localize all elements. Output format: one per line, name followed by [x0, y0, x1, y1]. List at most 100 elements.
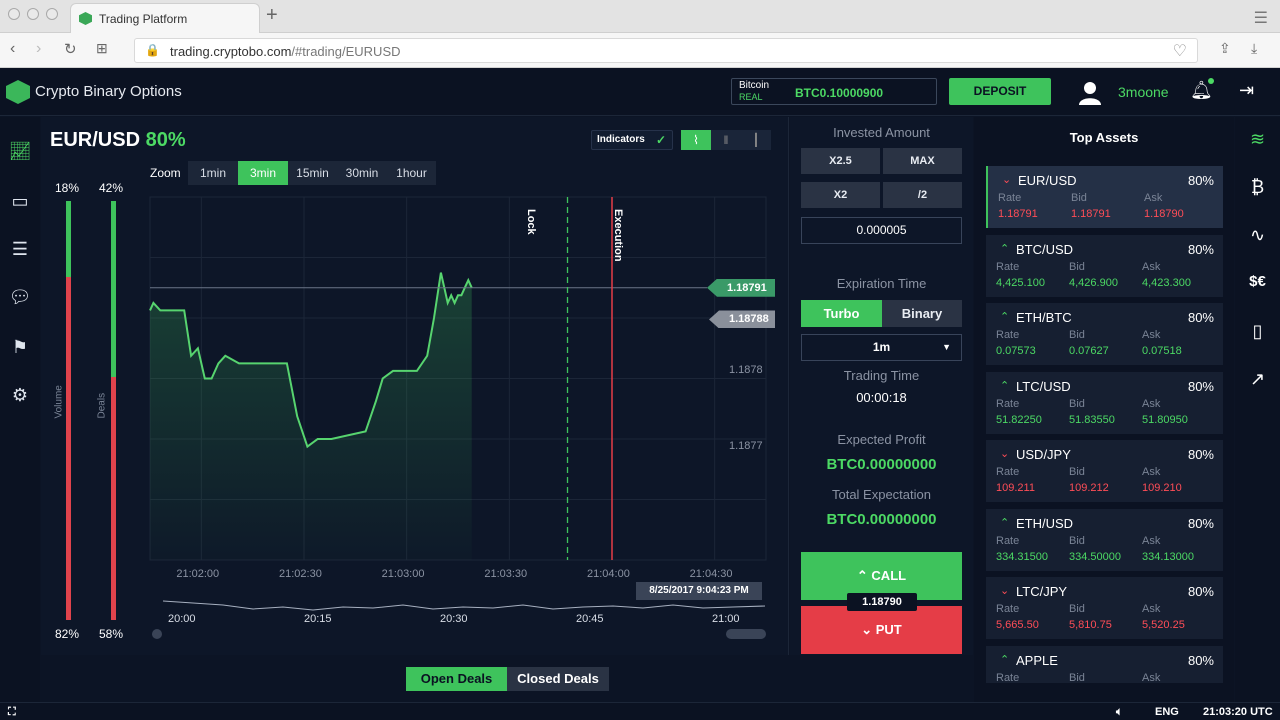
asset-rate: 334.31500	[996, 550, 1048, 563]
settings-gear-icon[interactable]: ⚙	[11, 385, 29, 405]
asset-row[interactable]: ⌃ BTC/USD 80% Rate Bid Ask 4,425.100 4,426.900 4…	[986, 234, 1223, 297]
open-deals-tab[interactable]: Open Deals	[406, 667, 507, 691]
chevron-down-icon: ⌄	[1000, 585, 1010, 597]
rate-label: Rate	[998, 192, 1022, 204]
turbo-toggle[interactable]: Turbo	[801, 300, 882, 327]
trading-chart-icon[interactable]: 📈︎	[8, 141, 32, 161]
top-assets-panel: Top Assets ⌄ EUR/USD 80% Rate Bid Ask 1.18791 1…	[974, 117, 1234, 702]
invested-amount-label: Invested Amount	[833, 125, 930, 140]
credit-card-icon[interactable]: ▭	[11, 191, 29, 211]
bar-chart-icon[interactable]: ǁ	[711, 130, 741, 150]
navigator-scroll-thumb[interactable]	[726, 629, 766, 639]
multiply-2-5-button[interactable]: X2.5	[801, 148, 880, 174]
trending-up-icon[interactable]: ↗	[1249, 369, 1266, 389]
zoom-3min-button[interactable]: 3min	[238, 161, 288, 185]
layers-icon[interactable]: ≋	[1249, 129, 1266, 149]
deposit-button[interactable]: DEPOSIT	[949, 78, 1051, 105]
browser-tab[interactable]: Trading Platform	[70, 3, 260, 33]
put-button[interactable]: ⌄ PUT	[801, 606, 962, 654]
wallet-currency: Bitcoin	[739, 80, 770, 91]
line-chart-icon[interactable]: ⌇	[681, 130, 711, 150]
trading-time-label: Trading Time	[843, 368, 920, 383]
time-navigator[interactable]	[163, 595, 765, 623]
closed-deals-tab[interactable]: Closed Deals	[507, 667, 609, 691]
notification-bell-icon[interactable]: 🔔︎	[1190, 80, 1213, 100]
sound-icon[interactable]: 🔈︎	[1116, 706, 1123, 718]
volume-up-percent: 18%	[55, 181, 80, 195]
duration-select[interactable]: 1m ▼	[801, 334, 962, 361]
bitcoin-icon[interactable]: ₿	[1250, 177, 1265, 197]
asset-row[interactable]: ⌄ LTC/JPY 80% Rate Bid Ask 5,665.50 5,810.75 5,5…	[986, 577, 1223, 639]
asset-row[interactable]: ⌄ EUR/USD 80% Rate Bid Ask 1.18791 1.18791 1.187…	[986, 166, 1223, 228]
asset-pair-title: EUR/USD 80%	[50, 129, 186, 151]
language-selector[interactable]: ENG	[1155, 706, 1179, 718]
candle-chart-icon[interactable]: ┃	[741, 130, 771, 150]
multiply-2-button[interactable]: X2	[801, 182, 880, 208]
back-icon[interactable]: ‹	[10, 40, 16, 57]
asset-bid: 4,426.900	[1069, 276, 1118, 289]
share-icon[interactable]: ⇪	[1219, 40, 1231, 56]
zoom-1hour-button[interactable]: 1hour	[387, 161, 436, 185]
expected-profit-value: BTC0.00000000	[826, 456, 937, 473]
currency-exchange-icon[interactable]: $€	[1249, 273, 1266, 290]
tab-title: Trading Platform	[99, 12, 188, 26]
asset-row[interactable]: ⌃ ETH/USD 80% Rate Bid Ask 334.31500 334.50000 3…	[986, 508, 1223, 571]
deals-up-bar	[111, 201, 116, 377]
asset-ask: 5,520.25	[1142, 619, 1185, 631]
chat-icon[interactable]: 💬︎	[8, 287, 32, 307]
asset-row[interactable]: ⌃ ETH/BTC 80% Rate Bid Ask 0.07573 0.07627 0.075…	[986, 303, 1223, 365]
reload-icon[interactable]: ↻	[64, 41, 77, 58]
fullscreen-icon[interactable]: ⛶	[8, 706, 16, 718]
asset-payout: 80%	[1187, 652, 1214, 668]
asset-row[interactable]: ⌃ LTC/USD 80% Rate Bid Ask 51.82250 51.83550 51.…	[986, 371, 1223, 434]
series-area	[150, 272, 472, 560]
indicators-button[interactable]: Indicators ✓	[591, 130, 673, 150]
ask-label: Ask	[1142, 260, 1161, 273]
chevron-up-icon: ⌃	[1000, 311, 1010, 323]
asset-name: ETH/USD	[1016, 515, 1074, 531]
apps-grid-icon[interactable]: ⊞	[96, 40, 108, 56]
zoom-1min-button[interactable]: 1min	[188, 161, 238, 185]
flag-icon[interactable]: ⚑	[11, 337, 29, 357]
amount-input[interactable]: 0.000005	[801, 217, 962, 244]
url-field[interactable]: 🔒 trading.cryptobo.com/#trading/EURUSD ♡	[134, 38, 1198, 63]
navigator-tick-label: 20:45	[576, 613, 604, 625]
calendar-icon[interactable]: ▯	[1252, 321, 1263, 341]
bookmark-heart-icon[interactable]: ♡	[1172, 43, 1187, 60]
download-icon[interactable]: ⤓	[1251, 40, 1258, 56]
maximize-window-icon[interactable]	[46, 8, 58, 20]
dropdown-caret-icon: ▼	[942, 342, 951, 352]
minimize-window-icon[interactable]	[27, 8, 39, 20]
navigator-left-handle[interactable]	[152, 629, 162, 639]
user-avatar-icon[interactable]	[1079, 81, 1101, 105]
logout-icon[interactable]: ⇥	[1239, 80, 1255, 100]
max-button[interactable]: MAX	[883, 148, 962, 174]
binary-toggle[interactable]: Binary	[882, 300, 962, 327]
lock-line-label: Lock	[525, 209, 537, 235]
close-window-icon[interactable]	[8, 8, 20, 20]
chevron-down-icon: ⌄	[861, 622, 876, 637]
app-header: Crypto Binary Options Bitcoin REAL BTC0.…	[0, 68, 1280, 116]
asset-name: BTC/USD	[1016, 241, 1074, 257]
document-icon[interactable]: ☰	[11, 239, 29, 259]
call-button[interactable]: ⌃ CALL	[801, 552, 962, 600]
asset-name: LTC/USD	[1016, 378, 1071, 394]
menu-icon[interactable]: ☰	[1253, 10, 1268, 27]
wallet-selector[interactable]: Bitcoin REAL BTC0.10000900	[731, 78, 937, 105]
ask-label: Ask	[1142, 671, 1161, 683]
asset-bid: 109.212	[1069, 482, 1109, 494]
asset-row[interactable]: ⌃ APPLE 80% Rate Bid Ask	[986, 645, 1223, 683]
trading-time-value: 00:00:18	[856, 390, 907, 405]
new-tab-icon[interactable]: +	[266, 4, 278, 26]
trend-line-icon[interactable]: ∿	[1249, 225, 1266, 245]
divide-2-button[interactable]: /2	[883, 182, 962, 208]
zoom-15min-button[interactable]: 15min	[288, 161, 337, 185]
forward-icon[interactable]: ›	[36, 40, 42, 57]
zoom-30min-button[interactable]: 30min	[337, 161, 387, 185]
asset-row[interactable]: ⌄ USD/JPY 80% Rate Bid Ask 109.211 109.212 109.2…	[986, 440, 1223, 502]
favicon-icon	[79, 12, 92, 25]
asset-payout: 80%	[1187, 173, 1214, 188]
utc-clock: 21:03:20 UTC	[1203, 706, 1273, 718]
username[interactable]: 3moone	[1118, 84, 1169, 100]
price-chart[interactable]	[41, 117, 789, 655]
